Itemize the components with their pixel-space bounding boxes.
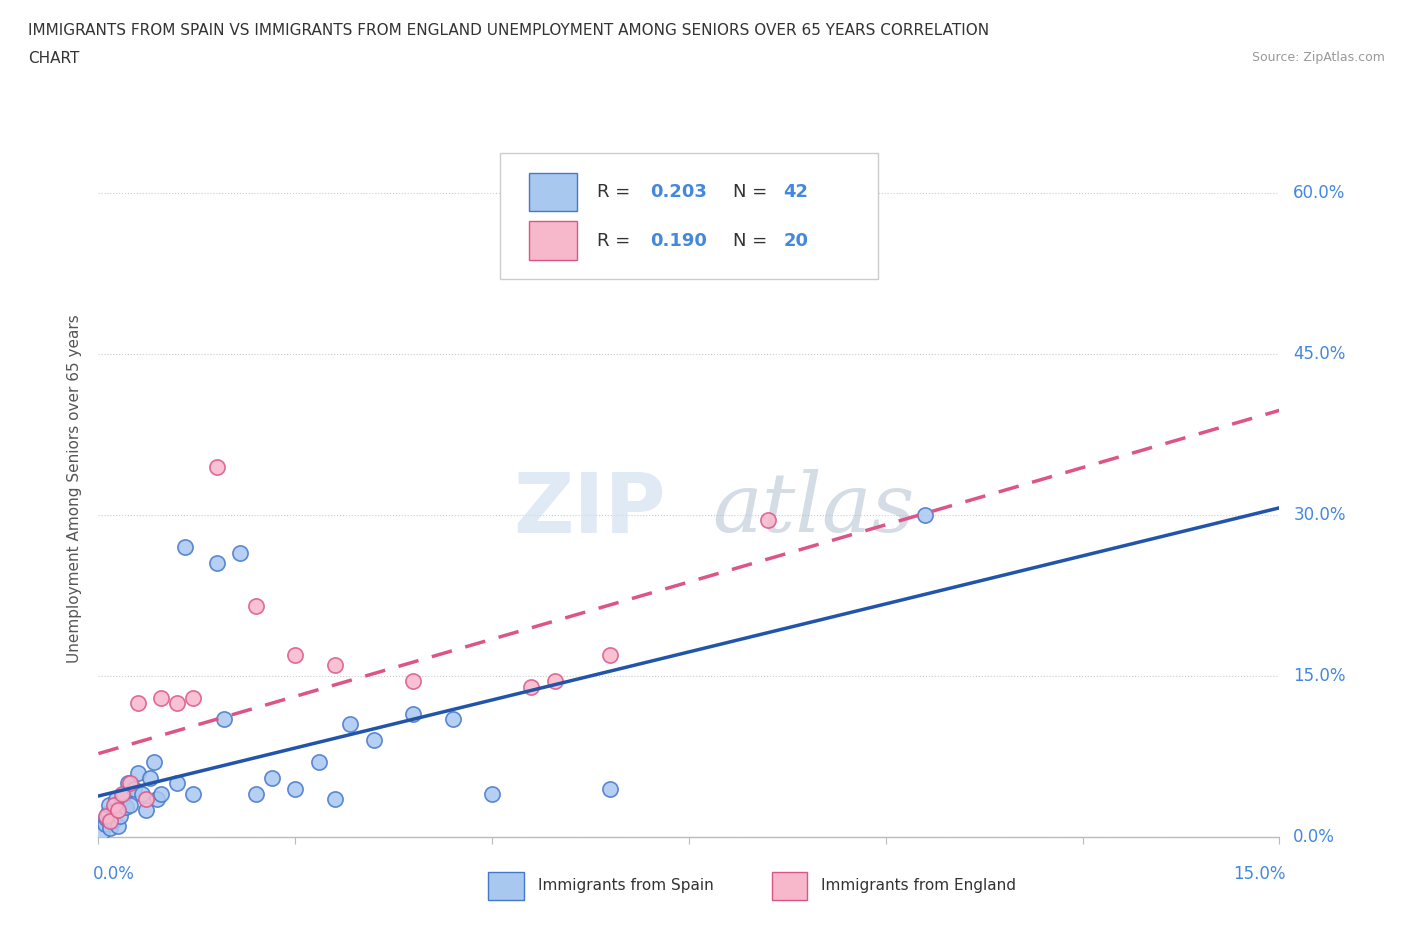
Text: 0.0%: 0.0%	[93, 865, 135, 883]
Point	[135, 792, 157, 807]
Text: 20: 20	[783, 232, 808, 249]
Point	[111, 792, 134, 807]
Text: Source: ZipAtlas.com: Source: ZipAtlas.com	[1251, 51, 1385, 64]
Point	[138, 771, 160, 786]
Point	[599, 647, 621, 662]
Point	[107, 803, 129, 817]
Text: IMMIGRANTS FROM SPAIN VS IMMIGRANTS FROM ENGLAND UNEMPLOYMENT AMONG SENIORS OVER: IMMIGRANTS FROM SPAIN VS IMMIGRANTS FROM…	[28, 23, 990, 38]
Y-axis label: Unemployment Among Seniors over 65 years: Unemployment Among Seniors over 65 years	[67, 314, 83, 662]
Text: R =: R =	[596, 232, 636, 249]
Point	[441, 711, 464, 726]
Point	[402, 674, 425, 689]
Point	[117, 776, 139, 790]
Point	[110, 808, 132, 823]
Text: R =: R =	[596, 183, 636, 201]
Point	[363, 733, 385, 748]
FancyBboxPatch shape	[772, 872, 807, 900]
Point	[111, 787, 134, 802]
Point	[97, 806, 120, 821]
Point	[107, 818, 129, 833]
Point	[402, 706, 425, 721]
Text: Immigrants from England: Immigrants from England	[821, 878, 1017, 894]
Point	[229, 545, 252, 560]
Text: 15.0%: 15.0%	[1233, 865, 1285, 883]
Point	[544, 674, 567, 689]
Point	[135, 803, 157, 817]
Point	[150, 690, 173, 705]
Point	[91, 824, 114, 839]
Point	[127, 765, 149, 780]
Point	[166, 776, 188, 790]
Point	[481, 787, 503, 802]
Point	[118, 797, 141, 812]
Point	[118, 776, 141, 790]
Point	[339, 717, 361, 732]
Point	[599, 781, 621, 796]
Point	[174, 539, 197, 554]
Text: ZIP: ZIP	[513, 469, 665, 550]
Point	[98, 814, 121, 829]
Text: 0.0%: 0.0%	[1294, 828, 1336, 846]
Point	[756, 513, 779, 528]
Point	[245, 787, 267, 802]
Point	[115, 800, 138, 815]
Text: N =: N =	[733, 183, 773, 201]
Text: 45.0%: 45.0%	[1294, 345, 1346, 363]
Point	[104, 792, 127, 807]
Text: N =: N =	[733, 232, 773, 249]
Point	[181, 690, 204, 705]
FancyBboxPatch shape	[530, 221, 576, 259]
Point	[166, 696, 188, 711]
Point	[323, 658, 346, 672]
Point	[205, 459, 228, 474]
Point	[112, 787, 135, 802]
Point	[103, 803, 125, 817]
Text: 30.0%: 30.0%	[1294, 506, 1346, 525]
Point	[323, 792, 346, 807]
Point	[96, 810, 118, 825]
Text: 0.190: 0.190	[650, 232, 707, 249]
FancyBboxPatch shape	[501, 153, 877, 279]
Point	[245, 599, 267, 614]
Text: 42: 42	[783, 183, 808, 201]
Point	[122, 781, 145, 796]
Point	[150, 787, 173, 802]
Point	[146, 792, 169, 807]
Text: CHART: CHART	[28, 51, 80, 66]
Point	[214, 711, 236, 726]
Point	[96, 808, 118, 823]
Point	[284, 647, 307, 662]
Text: 60.0%: 60.0%	[1294, 184, 1346, 202]
Point	[520, 679, 543, 694]
Point	[205, 556, 228, 571]
Point	[103, 797, 125, 812]
Point	[308, 754, 330, 769]
Text: 0.203: 0.203	[650, 183, 707, 201]
Point	[101, 814, 124, 829]
Point	[142, 754, 165, 769]
Point	[914, 508, 936, 523]
Point	[127, 696, 149, 711]
Point	[284, 781, 307, 796]
FancyBboxPatch shape	[530, 173, 576, 211]
Point	[98, 821, 121, 836]
Text: atlas: atlas	[713, 469, 915, 550]
Text: 15.0%: 15.0%	[1294, 667, 1346, 685]
Point	[131, 787, 153, 802]
Point	[181, 787, 204, 802]
FancyBboxPatch shape	[488, 872, 523, 900]
Point	[93, 817, 115, 831]
Point	[97, 797, 120, 812]
Point	[260, 771, 283, 786]
Text: Immigrants from Spain: Immigrants from Spain	[537, 878, 713, 894]
